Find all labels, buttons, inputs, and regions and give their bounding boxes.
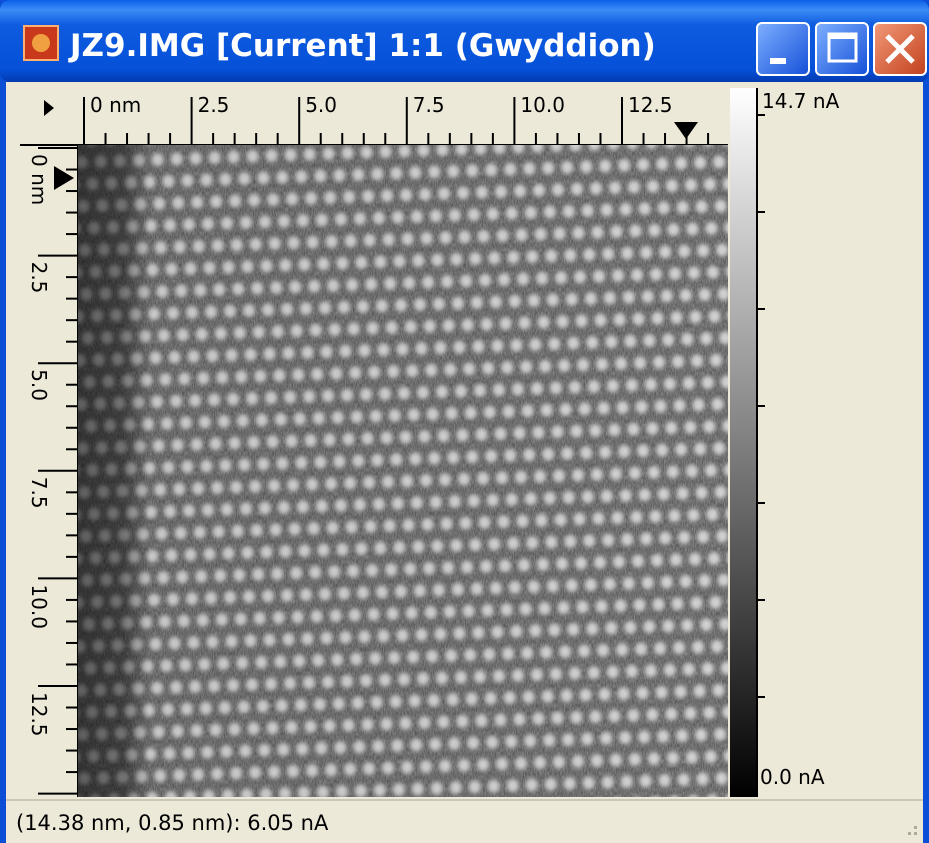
window-title: JZ9.IMG [Current] 1:1 (Gwyddion) [68,28,656,64]
x-ruler-label: 5.0 [305,93,337,117]
minimize-button[interactable] [757,23,809,75]
color-scale-max: 14.7 nA [762,89,840,113]
maximize-button[interactable] [816,23,868,75]
y-ruler-label: 0 nm [27,154,51,205]
y-ruler-label: 7.5 [27,477,51,509]
app-icon-glyph [32,34,50,52]
status-text: (14.38 nm, 0.85 nm): 6.05 nA [16,811,329,835]
x-ruler-label: 7.5 [413,93,445,117]
y-ruler-label: 12.5 [27,692,51,737]
x-ruler-label: 2.5 [198,93,230,117]
x-ruler-label: 10.0 [520,93,565,117]
y-ruler-label: 5.0 [27,369,51,401]
color-scale-bar [730,88,757,797]
x-ruler-label: 0 nm [90,93,141,117]
y-ruler-label: 2.5 [27,262,51,294]
x-ruler-label: 12.5 [628,93,673,117]
close-button[interactable] [874,23,926,75]
window: JZ9.IMG [Current] 1:1 (Gwyddion) 0 nm 2.5… [0,0,929,843]
page: JZ9.IMG [Current] 1:1 (Gwyddion) 0 nm 2.5… [0,0,929,843]
scan-image [78,145,728,797]
y-ruler-label: 10.0 [27,584,51,629]
color-scale-min: 0.0 nA [760,765,825,789]
